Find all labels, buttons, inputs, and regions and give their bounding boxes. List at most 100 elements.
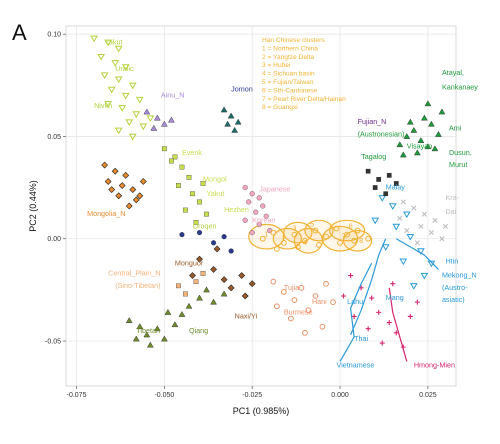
data-point	[125, 317, 133, 323]
data-point	[125, 119, 134, 127]
data-point	[439, 236, 445, 242]
data-point	[172, 154, 178, 160]
group-label: Monguor	[175, 258, 204, 267]
data-point	[260, 203, 266, 209]
han-cluster-number: 7	[342, 232, 346, 241]
data-point	[176, 283, 181, 289]
data-point	[341, 293, 347, 299]
data-point	[231, 126, 238, 133]
group-label: Tujia	[284, 283, 299, 292]
han-cluster-number: 6	[349, 222, 353, 231]
group-label: Hezhen	[224, 205, 249, 214]
x-tick-label: -0.025	[242, 392, 262, 399]
data-point	[183, 207, 188, 213]
data-point	[185, 302, 193, 309]
data-point	[298, 284, 305, 291]
group-label: Atayal,	[442, 68, 464, 77]
data-point	[396, 141, 404, 148]
data-point	[351, 237, 358, 244]
group-label: Evenk	[182, 148, 202, 157]
y-tick-label: 0.10	[47, 32, 61, 39]
data-point	[143, 331, 151, 338]
data-point	[270, 278, 277, 285]
data-point	[176, 183, 181, 188]
data-point	[378, 195, 387, 202]
data-point	[179, 232, 185, 238]
data-point	[376, 177, 382, 182]
data-point	[381, 244, 390, 251]
data-point	[101, 161, 109, 169]
data-point	[270, 229, 277, 236]
data-point	[128, 133, 137, 141]
data-point	[121, 92, 130, 100]
data-point	[200, 181, 206, 186]
data-point	[406, 118, 414, 125]
data-point	[414, 149, 421, 156]
data-point	[431, 145, 439, 152]
data-point	[372, 185, 378, 190]
data-point	[179, 164, 185, 170]
data-point	[312, 293, 319, 299]
group-label: Visayan	[407, 142, 432, 151]
data-point	[204, 211, 209, 217]
data-point	[369, 295, 375, 301]
data-point	[390, 281, 396, 287]
data-point	[210, 298, 217, 305]
data-point	[330, 299, 336, 306]
data-point	[146, 115, 155, 123]
group-label: Dusun,	[449, 148, 472, 157]
group-label: Hani	[312, 297, 327, 306]
data-point	[428, 120, 435, 127]
han-cluster-regions	[248, 219, 373, 254]
data-point	[249, 230, 255, 236]
data-point	[323, 233, 329, 240]
data-point	[139, 178, 147, 185]
data-point	[435, 131, 442, 137]
data-point	[122, 171, 130, 179]
group-label: Mongolia_N	[87, 209, 125, 218]
data-point	[316, 241, 322, 248]
data-point	[344, 231, 350, 238]
data-point	[420, 272, 429, 280]
data-point	[241, 292, 249, 300]
data-point	[196, 255, 203, 263]
data-point	[442, 223, 449, 230]
data-point	[376, 309, 382, 315]
group-label: Hmong-Mien	[414, 361, 455, 370]
data-point	[438, 108, 446, 115]
data-point	[128, 82, 137, 90]
data-point	[354, 227, 361, 234]
data-point	[193, 220, 199, 225]
group-label: Oroqen	[192, 222, 216, 231]
data-point	[294, 244, 301, 250]
data-point	[107, 86, 116, 94]
data-point	[97, 53, 106, 61]
group-label: Korean	[252, 215, 275, 224]
data-point	[333, 225, 340, 232]
data-point	[365, 326, 371, 332]
data-point	[118, 182, 126, 189]
group-label: Kra-	[445, 193, 459, 202]
data-point	[203, 286, 210, 293]
y-tick-label: 0.00	[47, 236, 61, 243]
data-point	[256, 221, 262, 227]
han-cluster-number: 2	[282, 234, 286, 243]
data-point	[399, 151, 407, 158]
data-point	[111, 167, 119, 175]
data-point	[196, 230, 203, 236]
data-point	[132, 111, 141, 118]
x-tick-label: -0.075	[67, 392, 87, 399]
data-point	[273, 246, 280, 252]
data-point	[417, 137, 425, 143]
data-point	[273, 303, 280, 310]
data-point	[161, 120, 168, 127]
data-point	[190, 191, 195, 197]
data-point	[210, 265, 217, 273]
data-point	[421, 211, 427, 217]
data-point	[424, 100, 432, 107]
data-point	[414, 240, 420, 246]
data-point	[114, 45, 123, 53]
data-point	[386, 172, 392, 178]
